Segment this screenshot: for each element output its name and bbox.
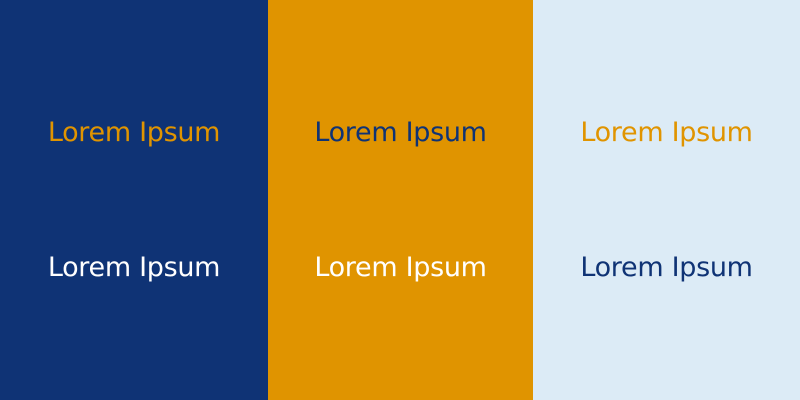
panel-gold: Lorem Ipsum Lorem Ipsum [268,0,533,400]
panel-pale-blue: Lorem Ipsum Lorem Ipsum [533,0,800,400]
sample-text-gold-on-pale-blue: Lorem Ipsum [580,117,753,148]
sample-text-white-on-gold: Lorem Ipsum [314,252,487,283]
sample-text-navy-on-pale-blue: Lorem Ipsum [580,252,753,283]
panel-navy: Lorem Ipsum Lorem Ipsum [0,0,268,400]
sample-text-gold-on-navy: Lorem Ipsum [47,117,221,148]
sample-text-navy-on-gold: Lorem Ipsum [314,117,487,148]
sample-text-white-on-navy: Lorem Ipsum [47,252,221,283]
